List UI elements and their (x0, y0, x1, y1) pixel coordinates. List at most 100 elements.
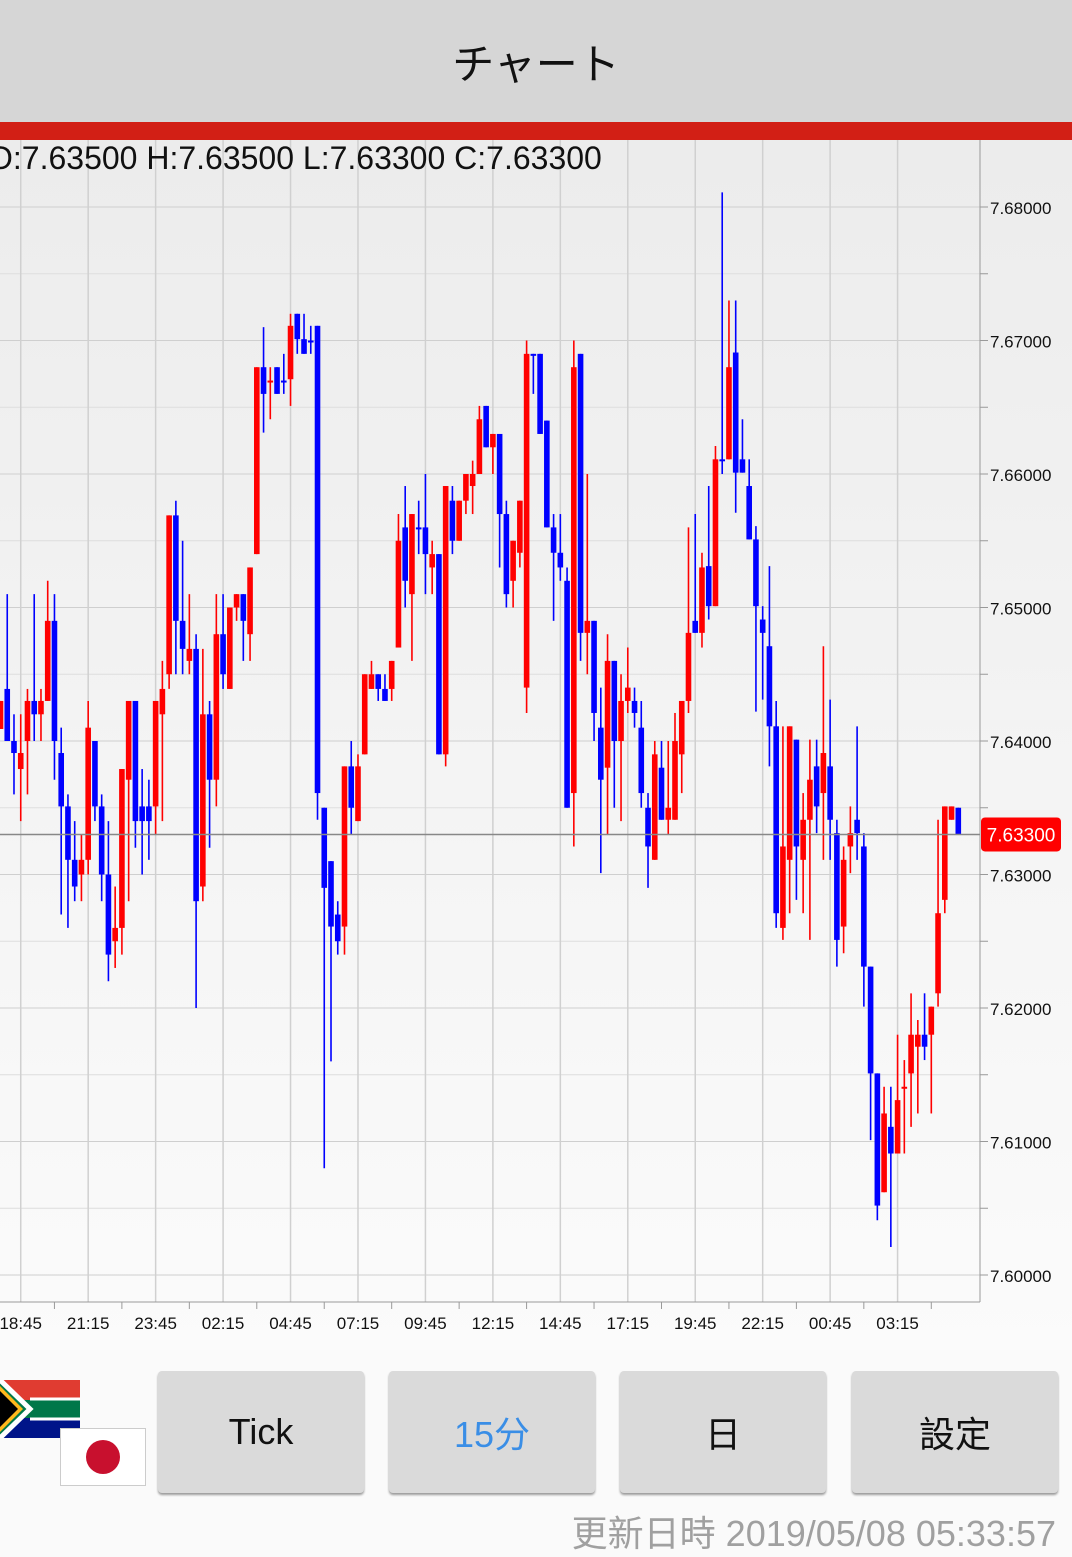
candle-body (287, 325, 294, 380)
candle (624, 647, 631, 713)
candle (402, 486, 408, 608)
candle (429, 540, 435, 595)
candle (631, 687, 638, 728)
candle-body (267, 380, 274, 383)
candle (92, 741, 98, 822)
candle-body (544, 420, 550, 528)
candle-body (355, 766, 361, 822)
tick-button[interactable]: Tick (158, 1371, 364, 1493)
candle (894, 1034, 901, 1154)
candlestick-chart[interactable]: 18:45 21:15 23:45 02:15 04:45 07:15 09:45 12:15… (0, 0, 1072, 1360)
candle-body (388, 660, 395, 689)
candle-body (692, 620, 699, 633)
x-tick-label: 22:15 (741, 1314, 784, 1333)
candle (598, 687, 604, 874)
candle (307, 325, 314, 354)
candle (780, 726, 786, 940)
candle (334, 901, 341, 955)
candle (719, 192, 726, 474)
candle (341, 766, 348, 955)
candle-body (341, 766, 348, 927)
15min-button[interactable]: 15分 (389, 1371, 595, 1493)
candle (611, 660, 618, 808)
candle-body (483, 405, 489, 448)
candle (550, 514, 557, 621)
candle (294, 313, 301, 354)
title-bar: チャート (0, 0, 1072, 122)
candle-body (564, 580, 570, 808)
candle-body (672, 741, 678, 820)
candle-body (651, 754, 658, 860)
candle (146, 779, 152, 860)
candle-body (58, 753, 65, 807)
candle (375, 674, 382, 701)
y-tick-label: 7.62000 (990, 1000, 1051, 1019)
candle-body (901, 1086, 908, 1089)
candle-body (294, 313, 301, 340)
candle (530, 353, 537, 394)
candle (422, 474, 429, 595)
candle-body (530, 353, 537, 356)
candle (584, 474, 591, 675)
x-tick-label: 07:15 (337, 1314, 380, 1333)
candle (98, 794, 105, 902)
candle (928, 1006, 935, 1114)
candle-body (469, 474, 476, 487)
settings-button[interactable]: 設定 (852, 1371, 1058, 1493)
candle (24, 688, 31, 795)
y-tick-label: 7.64000 (990, 733, 1051, 752)
candle (44, 580, 51, 701)
candle-body (152, 700, 159, 807)
candle (881, 1086, 887, 1193)
candle (658, 741, 665, 820)
candle (483, 405, 489, 448)
candle (173, 500, 179, 675)
candle (105, 821, 112, 982)
candle-body (571, 367, 577, 794)
candle (267, 367, 274, 420)
candle (51, 594, 58, 780)
candle-body (220, 634, 226, 675)
candle (280, 353, 287, 394)
candle-body (395, 540, 402, 648)
candle-body (813, 766, 820, 807)
candle-body (517, 500, 523, 553)
candle-body (888, 1126, 894, 1154)
candle-body (260, 367, 267, 394)
candle (840, 846, 847, 954)
candle (942, 806, 948, 914)
candle-body (71, 859, 78, 887)
candle-body (240, 594, 247, 621)
candle (793, 739, 800, 900)
candle-body (685, 632, 692, 701)
x-tick-label: 19:45 (674, 1314, 717, 1333)
candle-body (159, 688, 166, 715)
candle-body (854, 819, 860, 834)
candle (179, 540, 186, 675)
candle-body (456, 500, 462, 541)
candle-body (847, 833, 854, 847)
candle-body (550, 527, 557, 553)
candle-body (463, 474, 469, 501)
candle-body (773, 726, 779, 914)
candle (577, 353, 584, 661)
candle-body (31, 700, 38, 715)
candle-body (935, 913, 941, 994)
candle (854, 726, 860, 860)
candle-body (881, 1113, 887, 1193)
candle-body (584, 620, 591, 633)
x-tick-label: 17:15 (607, 1314, 650, 1333)
candle (786, 726, 793, 914)
candle-body (247, 567, 253, 635)
candle-body (368, 674, 375, 689)
candle (888, 1086, 894, 1247)
candle-body (834, 833, 840, 940)
candle-body (631, 700, 638, 713)
candle (834, 819, 840, 967)
candle (813, 739, 820, 834)
daily-button[interactable]: 日 (620, 1371, 826, 1493)
candle (827, 699, 833, 860)
candle-body (503, 514, 510, 595)
candle-body (98, 806, 105, 875)
candle-body (807, 779, 813, 820)
